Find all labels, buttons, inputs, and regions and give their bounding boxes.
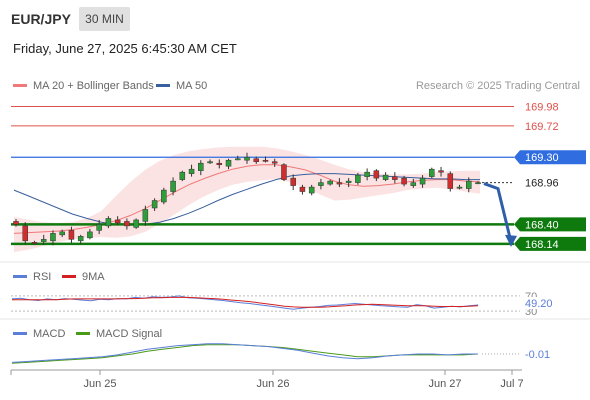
credit-text: Research © 2025 Trading Central — [415, 80, 580, 92]
candle-body — [142, 209, 149, 222]
candle-body — [198, 162, 204, 171]
support-price-tag — [514, 217, 586, 232]
resistance-label: 169.72 — [525, 121, 559, 133]
candle-body — [216, 162, 223, 165]
candle-body — [271, 161, 278, 164]
x-tick-label: Jun 26 — [256, 378, 289, 390]
x-tick-label: Jun 25 — [83, 378, 116, 390]
rsi-line — [11, 295, 479, 310]
candle-body — [373, 170, 380, 179]
current-price-box — [514, 175, 586, 190]
support-price-label: 168.40 — [525, 219, 559, 231]
candle-body — [327, 180, 333, 185]
candle-body — [410, 182, 417, 186]
candle-body — [466, 180, 472, 189]
legend-macd-signal: MACD Signal — [76, 328, 162, 340]
legend-ma20: MA 20 + Bollinger Bands — [13, 80, 154, 92]
candle-body — [235, 158, 241, 161]
ma50-line — [13, 173, 480, 226]
candle-body — [392, 176, 398, 180]
candle-body — [438, 170, 444, 173]
candle-body — [262, 159, 269, 162]
chart-header: EUR/JPY 30 MIN Friday, June 27, 2025 6:4… — [0, 0, 590, 70]
candle-body — [170, 180, 176, 192]
candle-body — [40, 239, 47, 242]
candle-body — [188, 168, 195, 174]
candle-body — [77, 236, 84, 242]
forecast-arrow-line — [483, 182, 512, 239]
candle-body — [456, 186, 463, 189]
candle-body — [475, 182, 481, 185]
x-tick-label: Jun 27 — [428, 378, 461, 390]
candle-body — [179, 171, 186, 180]
rsi-tick-30: 30 — [525, 306, 537, 318]
candle-body — [382, 174, 389, 180]
legend-ma50-label: MA 50 — [176, 80, 208, 92]
legend-rsi-ma: 9MA — [62, 271, 105, 283]
candle-body — [22, 225, 28, 242]
candle-body — [133, 219, 139, 228]
macd-signal-line — [11, 344, 479, 364]
current-price-label: 168.96 — [525, 178, 559, 190]
legend-macd: MACD — [13, 328, 65, 340]
candle-body — [31, 242, 38, 244]
datetime-label: Friday, June 27, 2025 6:45:30 AM CET — [13, 41, 237, 56]
timeframe-badge[interactable]: 30 MIN — [79, 7, 130, 31]
legend-ma20-label: MA 20 + Bollinger Bands — [33, 80, 154, 92]
symbol-title: EUR/JPY — [11, 11, 71, 27]
legend-rsi-label: RSI — [33, 271, 52, 283]
resistance-label: 169.98 — [525, 101, 559, 113]
candle-body — [355, 174, 361, 183]
candle-body — [68, 230, 75, 240]
candle-body — [96, 224, 102, 231]
candle-body — [364, 171, 370, 177]
candle-body — [105, 218, 112, 227]
rsi-value-label: 49.20 — [525, 298, 553, 310]
rsi-value-box — [521, 297, 555, 309]
candle-body — [281, 164, 287, 180]
candle-body — [151, 200, 158, 209]
support-price-label: 168.14 — [525, 239, 559, 251]
macd-value-label: -0.01 — [525, 349, 550, 361]
rsi-ma-line — [12, 296, 479, 308]
candle-body — [225, 159, 232, 167]
candle-body — [50, 233, 56, 242]
candle-body — [401, 177, 407, 185]
candle-body — [419, 177, 426, 185]
forecast-arrowhead — [505, 234, 517, 247]
candle-body — [207, 161, 213, 164]
candle-body — [13, 221, 19, 225]
candle-body — [161, 189, 167, 203]
candle-body — [345, 180, 352, 183]
pivot-price-label: 169.30 — [525, 152, 559, 164]
legend-ma50: MA 50 — [156, 80, 207, 92]
legend-macd-label: MACD — [33, 328, 66, 340]
x-tick-label: Jul 7 — [500, 378, 523, 390]
candle-body — [87, 231, 93, 239]
pivot-price-tag — [514, 150, 586, 165]
candle-body — [114, 219, 121, 224]
support-price-tag — [514, 236, 586, 251]
candle-body — [429, 168, 435, 177]
candle-body — [59, 231, 65, 236]
legend-rsi: RSI — [13, 271, 51, 283]
candle-body — [253, 158, 259, 162]
macd-line — [11, 343, 478, 363]
legend-rsi-ma-label: 9MA — [82, 271, 105, 283]
candle-body — [290, 177, 296, 186]
candle-body — [299, 186, 306, 192]
candle-body — [244, 156, 250, 161]
candle-body — [318, 182, 324, 186]
candle-body — [308, 186, 315, 194]
legend-macd-signal-label: MACD Signal — [96, 328, 163, 340]
candle-body — [447, 173, 454, 189]
candle-body — [124, 221, 130, 227]
candle-body — [336, 182, 343, 185]
